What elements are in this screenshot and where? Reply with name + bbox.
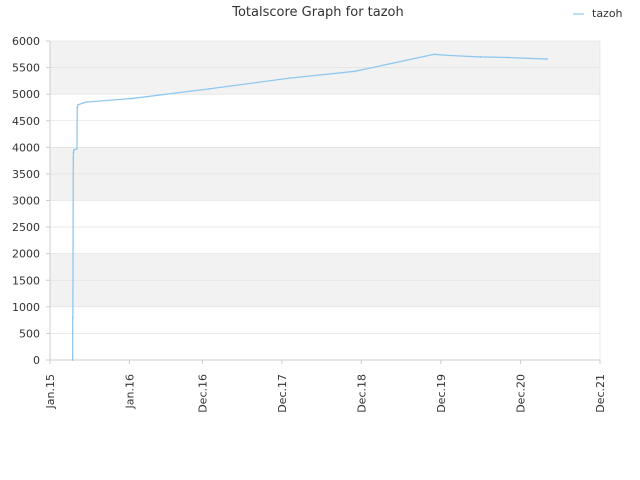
x-tick-label: Dec.16 — [196, 374, 209, 413]
legend[interactable]: tazoh — [573, 7, 623, 20]
grid-band — [50, 41, 600, 68]
y-tick-label: 4500 — [12, 115, 40, 128]
y-tick-label: 6000 — [12, 35, 40, 48]
grid-band — [50, 253, 600, 281]
grid-band — [50, 280, 600, 307]
y-tick-label: 2500 — [12, 221, 40, 234]
legend-label: tazoh — [592, 7, 623, 20]
data-point — [208, 87, 211, 90]
data-point — [76, 106, 79, 109]
x-tick-label: Jan.16 — [123, 374, 136, 409]
x-tick-label: Dec.18 — [355, 374, 368, 413]
data-point — [71, 359, 74, 361]
x-tick-label: Dec.21 — [594, 374, 607, 413]
y-tick-label: 2000 — [12, 248, 40, 261]
y-tick-label: 5000 — [12, 88, 40, 101]
data-point — [353, 70, 356, 73]
grid-band — [50, 67, 600, 95]
data-point — [545, 58, 548, 60]
data-point — [433, 53, 436, 56]
data-point — [85, 101, 87, 104]
grid-bands — [50, 41, 600, 307]
x-tick-label: Dec.19 — [435, 374, 448, 413]
y-tick-label: 3000 — [12, 195, 40, 208]
x-tick-labels: Jan.15 Jan.16 Dec.16 Dec.17 Dec.18 Dec.19 Dec.… — [44, 374, 607, 413]
axes — [46, 40, 601, 364]
data-point — [506, 56, 509, 59]
y-tick-label: 3500 — [12, 168, 40, 181]
y-tick-label: 5500 — [12, 62, 40, 75]
x-tick-label: Jan.15 — [44, 374, 57, 409]
y-tick-label: 4000 — [12, 141, 40, 154]
y-tick-label: 1000 — [12, 301, 40, 314]
series-layer — [71, 53, 548, 361]
x-tick-label: Dec.17 — [276, 374, 289, 413]
data-point — [72, 151, 75, 154]
data-point — [72, 157, 75, 159]
grid-band — [50, 147, 600, 174]
y-tick-label: 500 — [19, 327, 40, 340]
series-line-tazoh — [71, 53, 548, 361]
x-tick-label: Dec.20 — [515, 374, 528, 413]
data-point — [446, 54, 449, 57]
data-point — [479, 56, 482, 58]
data-point — [131, 97, 134, 100]
data-point — [287, 77, 290, 80]
data-point — [72, 149, 75, 151]
data-point — [76, 148, 78, 150]
grid-band — [50, 173, 600, 201]
chart-title: Totalscore Graph for tazoh — [231, 5, 404, 20]
y-tick-label: 0 — [33, 354, 40, 367]
y-tick-label: 1500 — [12, 274, 40, 287]
data-point — [77, 103, 79, 106]
data-point — [71, 316, 74, 319]
y-tick-labels: 0 500 1000 1500 2000 2500 3000 3500 4000 4500 5000… — [12, 35, 40, 367]
